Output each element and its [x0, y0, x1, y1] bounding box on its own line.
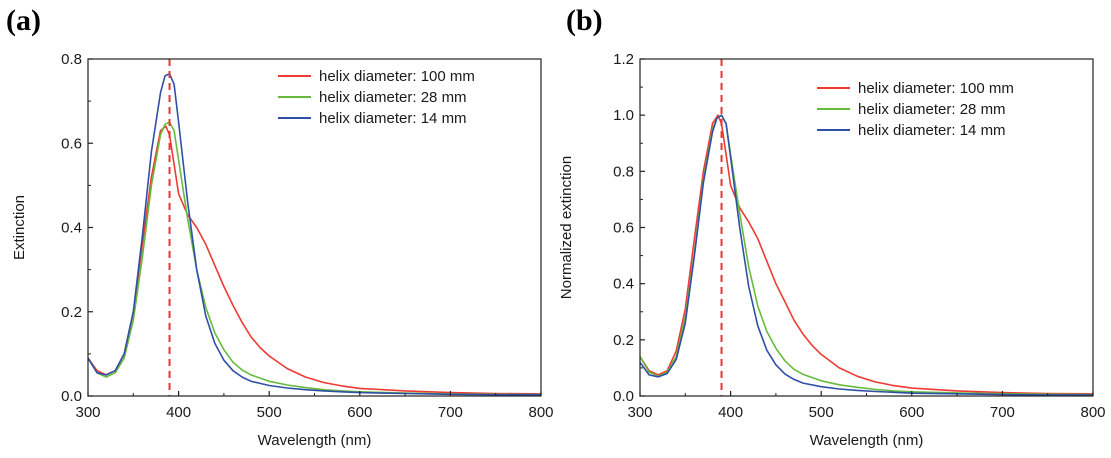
panel-label: (b): [566, 4, 603, 37]
x-tick-label: 300: [627, 404, 652, 421]
y-tick-label: 0.4: [613, 276, 634, 293]
y-tick-label: 0.2: [613, 332, 634, 349]
y-tick-label: 0.6: [61, 135, 82, 152]
x-tick-label: 600: [899, 404, 924, 421]
y-axis-label: Extinction: [11, 195, 28, 260]
legend-label-3: helix diameter: 14 mm: [858, 122, 1006, 139]
y-axis-label: Normalized extinction: [558, 156, 575, 299]
x-axis-label: Wavelength (nm): [258, 432, 372, 449]
legend-label-1: helix diameter: 100 mm: [858, 80, 1014, 97]
x-tick-label: 600: [347, 404, 372, 421]
x-tick-label: 700: [438, 404, 463, 421]
y-tick-label: 1.0: [613, 107, 634, 124]
legend-label-1: helix diameter: 100 mm: [319, 68, 475, 85]
x-tick-label: 400: [718, 404, 743, 421]
y-tick-label: 1.2: [613, 51, 634, 68]
chart-panel-a: (a) 300 400 500 600 700 800 0.0 0.2 0.4 0.6 0.8 Wav…: [6, 4, 554, 449]
y-tick-label: 0.0: [613, 388, 634, 405]
legend-label-2: helix diameter: 28 mm: [858, 101, 1006, 118]
panel-label: (a): [6, 4, 41, 37]
y-tick-label: 0.2: [61, 304, 82, 321]
x-tick-label: 800: [528, 404, 553, 421]
series-line-3: [88, 72, 541, 396]
chart-panel-b: (b) 300 400 500 600 700 800 0.0 0.2 0.4 0.6 0.8 1.0…: [556, 0, 1111, 458]
series-line-3: [640, 114, 1093, 396]
x-tick-label: 400: [166, 404, 191, 421]
legend-label-3: helix diameter: 14 mm: [319, 110, 467, 127]
y-tick-label: 0.0: [61, 388, 82, 405]
legend-label-2: helix diameter: 28 mm: [319, 89, 467, 106]
x-axis-label: Wavelength (nm): [810, 432, 924, 449]
y-tick-label: 0.4: [61, 220, 82, 237]
x-tick-label: 700: [990, 404, 1015, 421]
series-line-1: [88, 125, 541, 395]
chart-b-svg: 300 400 500 600 700 800 0.0 0.2 0.4 0.6 0.8 1.0 1.2 W…: [558, 51, 1106, 449]
x-tick-label: 800: [1080, 404, 1105, 421]
plot-frame: [87, 58, 542, 397]
y-tick-label: 0.8: [61, 51, 82, 68]
y-tick-label: 0.6: [613, 220, 634, 237]
series-line-2: [88, 121, 541, 396]
chart-a-svg: 300 400 500 600 700 800 0.0 0.2 0.4 0.6 0.8 Wavelen…: [11, 51, 554, 449]
x-tick-label: 500: [809, 404, 834, 421]
x-tick-label: 300: [75, 404, 100, 421]
y-tick-label: 0.8: [613, 163, 634, 180]
x-tick-label: 500: [257, 404, 282, 421]
series-line-1: [640, 114, 1093, 395]
